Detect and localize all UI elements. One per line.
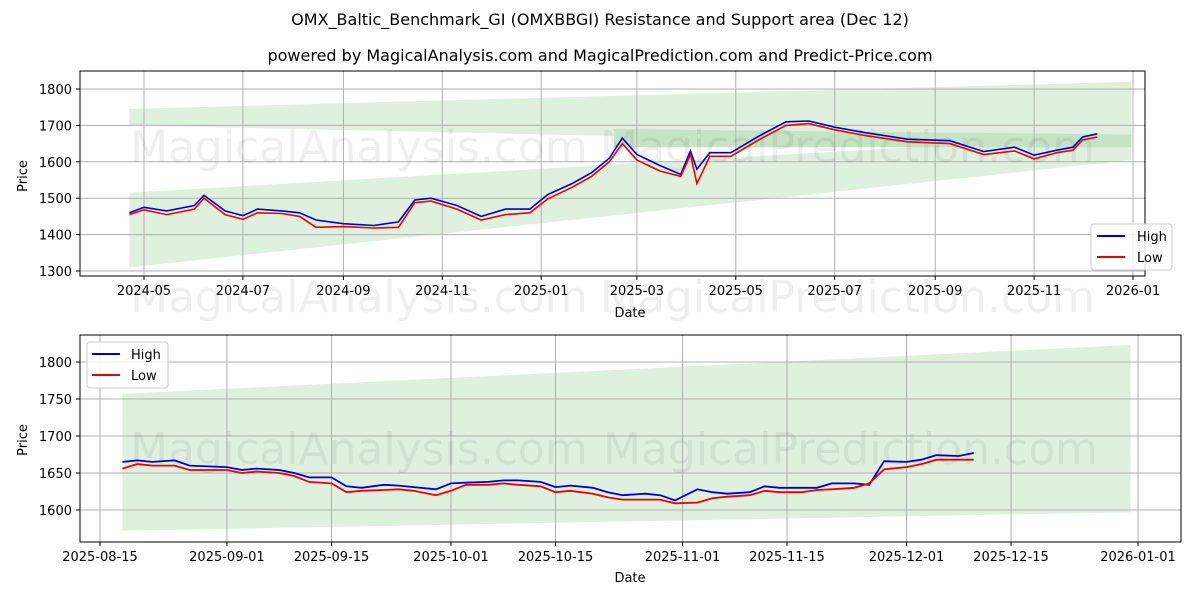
x-tick-label: 2025-11 xyxy=(1007,284,1061,299)
bottom-legend: High Low xyxy=(86,341,169,389)
x-tick-label: 2024-07 xyxy=(216,284,270,299)
x-tick-label: 2025-08-15 xyxy=(62,550,138,565)
bottom-y-axis: 1600 1650 1700 1750 1800 xyxy=(39,356,80,519)
top-band-areas xyxy=(129,81,1132,268)
watermark-text: MagicalAnalysis.com xyxy=(130,424,588,475)
high-line xyxy=(122,452,974,502)
legend-high-label: High xyxy=(1137,230,1167,245)
bottom-band-areas xyxy=(122,344,1131,531)
watermark-text: MagicalPrediction.com xyxy=(600,272,1095,323)
x-tick-label: 2024-05 xyxy=(117,284,171,299)
x-tick-label: 2025-11-01 xyxy=(645,550,721,565)
y-tick-label: 1300 xyxy=(39,265,72,280)
bottom-gridlines xyxy=(80,335,1181,542)
x-tick-label: 2025-09-15 xyxy=(294,550,370,565)
x-tick-label: 2025-09 xyxy=(908,284,962,299)
legend-high-label: High xyxy=(131,348,161,363)
x-axis-label: Date xyxy=(614,306,645,321)
x-tick-label: 2025-05 xyxy=(709,284,763,299)
y-tick-label: 1700 xyxy=(39,119,72,134)
band-overlap xyxy=(614,129,1132,148)
y-tick-label: 1750 xyxy=(39,393,72,408)
y-axis-label: Price xyxy=(16,160,31,192)
x-tick-label: 2024-11 xyxy=(415,284,469,299)
x-tick-label: 2025-03 xyxy=(610,284,664,299)
legend-low-label: Low xyxy=(131,369,157,384)
bottom-chart: MagicalAnalysis.com MagicalPrediction.co… xyxy=(16,334,1182,586)
y-tick-label: 1600 xyxy=(39,504,72,519)
band-resistance-upper xyxy=(129,81,1132,148)
y-tick-label: 1500 xyxy=(39,192,72,207)
top-gridlines xyxy=(80,71,1145,276)
low-line xyxy=(122,458,974,505)
x-tick-label: 2025-07 xyxy=(808,284,862,299)
top-legend: High Low xyxy=(1090,223,1173,271)
x-tick-label: 2025-11-15 xyxy=(749,550,825,565)
y-tick-label: 1800 xyxy=(39,356,72,371)
x-tick-label: 2026-01 xyxy=(1106,284,1160,299)
bottom-x-axis: 2025-08-15 2025-09-01 2025-09-15 2025-10-01… xyxy=(62,542,1176,565)
x-tick-label: 2024-09 xyxy=(316,284,370,299)
chart-title: OMX_Baltic_Benchmark_GI (OMXBBGI) Resist… xyxy=(291,10,909,29)
x-tick-label: 2025-01 xyxy=(514,284,568,299)
y-tick-label: 1400 xyxy=(39,229,72,244)
chart-subtitle: powered by MagicalAnalysis.com and Magic… xyxy=(267,46,933,65)
x-tick-label: 2025-12-15 xyxy=(973,550,1049,565)
top-x-axis: 2024-05 2024-07 2024-09 2024-11 2025-01 2025-… xyxy=(117,276,1160,299)
x-tick-label: 2025-10-01 xyxy=(413,550,489,565)
y-tick-label: 1700 xyxy=(39,430,72,445)
high-line xyxy=(129,120,1098,227)
y-axis-label: Price xyxy=(16,424,31,456)
x-axis-label: Date xyxy=(614,571,645,586)
y-tick-label: 1650 xyxy=(39,467,72,482)
band-support-channel xyxy=(122,454,1131,490)
x-tick-label: 2025-09-01 xyxy=(189,550,265,565)
watermark-text: MagicalPrediction.com xyxy=(603,424,1098,475)
watermark-text: MagicalAnalysis.com xyxy=(130,272,588,323)
low-line xyxy=(129,122,1098,229)
top-axes-frame xyxy=(79,70,1146,277)
top-y-axis: 1300 1400 1500 1600 1700 1800 xyxy=(39,83,80,280)
x-tick-label: 2025-10-15 xyxy=(518,550,594,565)
top-chart: MagicalAnalysis.com MagicalPrediction.co… xyxy=(16,70,1173,323)
x-tick-label: 2025-12-01 xyxy=(869,550,945,565)
x-tick-label: 2026-01-01 xyxy=(1100,550,1176,565)
legend-low-label: Low xyxy=(1137,251,1163,266)
y-tick-label: 1600 xyxy=(39,156,72,171)
y-tick-label: 1800 xyxy=(39,83,72,98)
watermark-text: MagicalAnalysis.com xyxy=(130,122,588,173)
bottom-axes-frame xyxy=(79,334,1182,543)
